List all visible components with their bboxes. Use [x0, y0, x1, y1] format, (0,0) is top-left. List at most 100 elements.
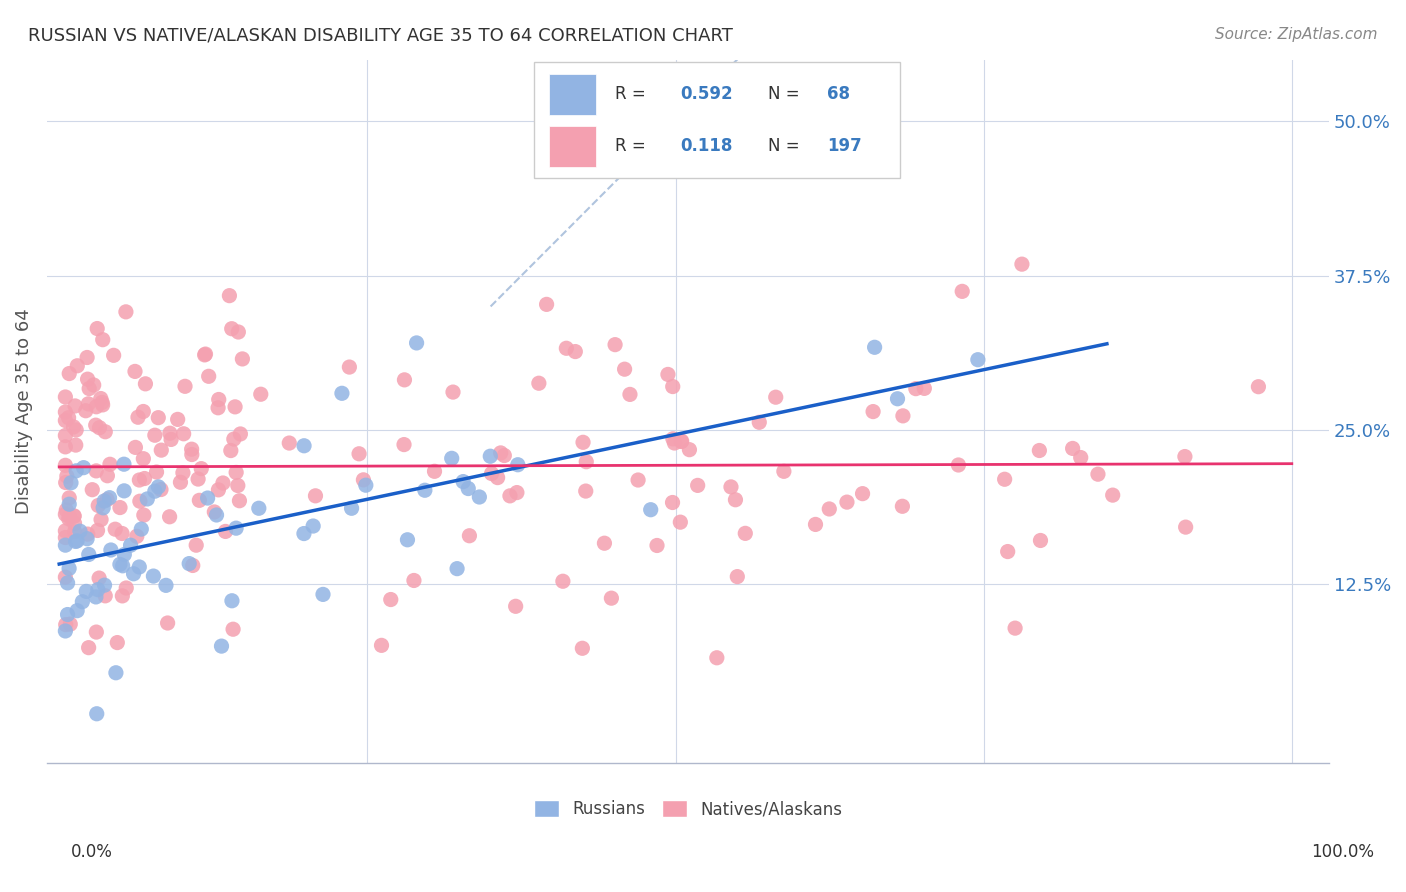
Point [600, 591, 623, 606]
Point [53, 390, 76, 404]
Point [222, 432, 245, 446]
Point [91, 333, 114, 347]
Point [65, 534, 87, 549]
Point [94, 425, 117, 439]
Point [725, 569, 748, 583]
Point [835, 495, 858, 509]
Point [63, 516, 86, 531]
Point [132, 508, 155, 522]
Point [53, 570, 76, 584]
Point [657, 368, 679, 382]
Point [159, 426, 181, 441]
Point [225, 521, 247, 535]
Point [194, 348, 217, 362]
Point [53, 538, 76, 552]
Point [211, 639, 233, 653]
Point [1070, 450, 1092, 465]
Point [1087, 467, 1109, 482]
Point [229, 427, 252, 442]
Point [505, 599, 527, 614]
Point [994, 472, 1017, 486]
Point [1247, 380, 1270, 394]
Point [134, 471, 156, 485]
Point [392, 437, 415, 451]
Point [197, 369, 219, 384]
Point [160, 433, 183, 447]
Point [132, 451, 155, 466]
Point [886, 392, 908, 406]
Point [104, 522, 127, 536]
Point [87, 571, 110, 585]
Point [59, 617, 82, 632]
Point [724, 492, 747, 507]
Point [125, 529, 148, 543]
Point [93, 494, 115, 508]
Point [205, 508, 228, 522]
Point [65, 438, 87, 452]
Point [481, 467, 503, 481]
Point [671, 434, 693, 449]
Point [489, 446, 512, 460]
Point [228, 325, 250, 339]
Point [207, 401, 229, 415]
Point [69, 524, 91, 538]
Point [93, 578, 115, 592]
Point [219, 443, 242, 458]
Point [506, 458, 529, 472]
Point [706, 650, 728, 665]
Point [950, 285, 973, 299]
Point [354, 478, 377, 492]
Point [197, 491, 219, 505]
Point [58, 561, 80, 575]
Point [62, 420, 84, 434]
Point [613, 362, 636, 376]
Point [180, 448, 202, 462]
Point [186, 538, 208, 552]
Point [90, 512, 112, 526]
Point [120, 538, 142, 552]
Point [564, 344, 586, 359]
Point [347, 447, 370, 461]
Point [188, 493, 211, 508]
Point [194, 347, 217, 361]
Point [222, 622, 245, 636]
Point [58, 367, 80, 381]
FancyBboxPatch shape [548, 126, 596, 167]
Point [671, 434, 693, 449]
Point [128, 494, 150, 508]
Point [83, 378, 105, 392]
Point [457, 482, 479, 496]
Point [292, 526, 315, 541]
Point [394, 373, 416, 387]
Point [89, 420, 111, 434]
Point [228, 493, 250, 508]
Point [156, 615, 179, 630]
Point [231, 351, 253, 366]
Point [494, 449, 516, 463]
Point [108, 558, 131, 572]
Point [571, 641, 593, 656]
Point [603, 337, 626, 351]
Point [380, 592, 402, 607]
Point [292, 439, 315, 453]
Point [451, 475, 474, 489]
Point [148, 410, 170, 425]
Point [55, 503, 77, 517]
Point [82, 483, 104, 497]
Point [91, 398, 114, 412]
Point [575, 455, 598, 469]
Point [278, 436, 301, 450]
Point [53, 508, 76, 522]
Point [662, 432, 685, 446]
Point [352, 473, 374, 487]
Point [96, 468, 118, 483]
Point [53, 440, 76, 454]
Point [221, 322, 243, 336]
Point [904, 382, 927, 396]
Point [1101, 488, 1123, 502]
Point [98, 491, 121, 505]
Point [340, 501, 363, 516]
Point [330, 386, 353, 401]
Point [862, 404, 884, 418]
Point [77, 640, 100, 655]
